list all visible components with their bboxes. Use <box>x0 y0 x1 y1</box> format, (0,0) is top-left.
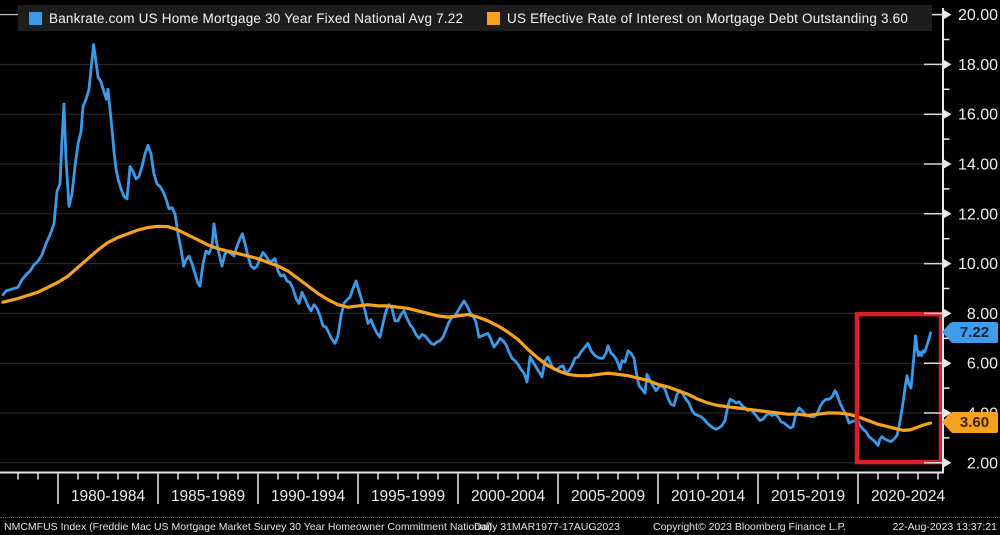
svg-text:20.00: 20.00 <box>958 7 998 24</box>
y-axis: 2.004.006.008.0010.0012.0014.0016.0018.0… <box>924 7 998 473</box>
gridlines <box>0 13 943 464</box>
legend-item-mortgage-30yr[interactable]: Bankrate.com US Home Mortgage 30 Year Fi… <box>29 5 463 31</box>
last-price-badge-effective-rate[interactable]: 3.60 <box>942 412 998 434</box>
last-price-value-mortgage: 7.22 <box>959 324 990 342</box>
svg-text:1985-1989: 1985-1989 <box>171 488 245 505</box>
svg-text:1990-1994: 1990-1994 <box>271 488 346 505</box>
footer-timestamp: 22-Aug-2023 13:37:21 <box>892 521 997 533</box>
x-axis: 1980-1984 1985-1989 1990-1994 1995-1999 2000… <box>0 471 946 505</box>
svg-text:18.00: 18.00 <box>958 57 998 74</box>
svg-text:10.00: 10.00 <box>958 256 998 273</box>
svg-text:2010-2014: 2010-2014 <box>671 488 746 505</box>
svg-text:12.00: 12.00 <box>958 206 998 223</box>
footer-date-range: Daily 31MAR1977-17AUG2023 <box>474 521 620 533</box>
legend-swatch-blue-icon <box>29 11 42 25</box>
svg-text:6.00: 6.00 <box>967 356 998 373</box>
series-lines <box>1 43 933 447</box>
last-price-badge-mortgage[interactable]: 7.22 <box>942 322 998 344</box>
legend-swatch-orange-icon <box>487 11 500 25</box>
svg-text:2015-2019: 2015-2019 <box>771 488 845 505</box>
svg-text:2000-2004: 2000-2004 <box>471 488 546 505</box>
svg-text:14.00: 14.00 <box>958 157 998 174</box>
svg-text:1995-1999: 1995-1999 <box>371 488 445 505</box>
svg-text:8.00: 8.00 <box>967 306 998 323</box>
svg-text:2.00: 2.00 <box>967 455 998 472</box>
svg-text:1980-1984: 1980-1984 <box>71 488 146 505</box>
footer-index-description: NMCMFUS Index (Freddie Mac US Mortgage M… <box>4 521 492 533</box>
last-price-value-effective-rate: 3.60 <box>959 414 990 432</box>
chart-legend: Bankrate.com US Home Mortgage 30 Year Fi… <box>18 5 932 31</box>
legend-label-effective-rate: US Effective Rate of Interest on Mortgag… <box>507 10 909 26</box>
highlight-box <box>854 311 944 465</box>
legend-item-effective-rate[interactable]: US Effective Rate of Interest on Mortgag… <box>487 5 908 31</box>
legend-label-mortgage-30yr: Bankrate.com US Home Mortgage 30 Year Fi… <box>49 10 464 26</box>
svg-text:2005-2009: 2005-2009 <box>571 488 645 505</box>
footer-bar: NMCMFUS Index (Freddie Mac US Mortgage M… <box>0 517 1000 535</box>
svg-text:16.00: 16.00 <box>958 107 998 124</box>
svg-text:2020-2024: 2020-2024 <box>871 488 946 505</box>
footer-copyright: Copyright© 2023 Bloomberg Finance L.P. <box>653 521 847 533</box>
